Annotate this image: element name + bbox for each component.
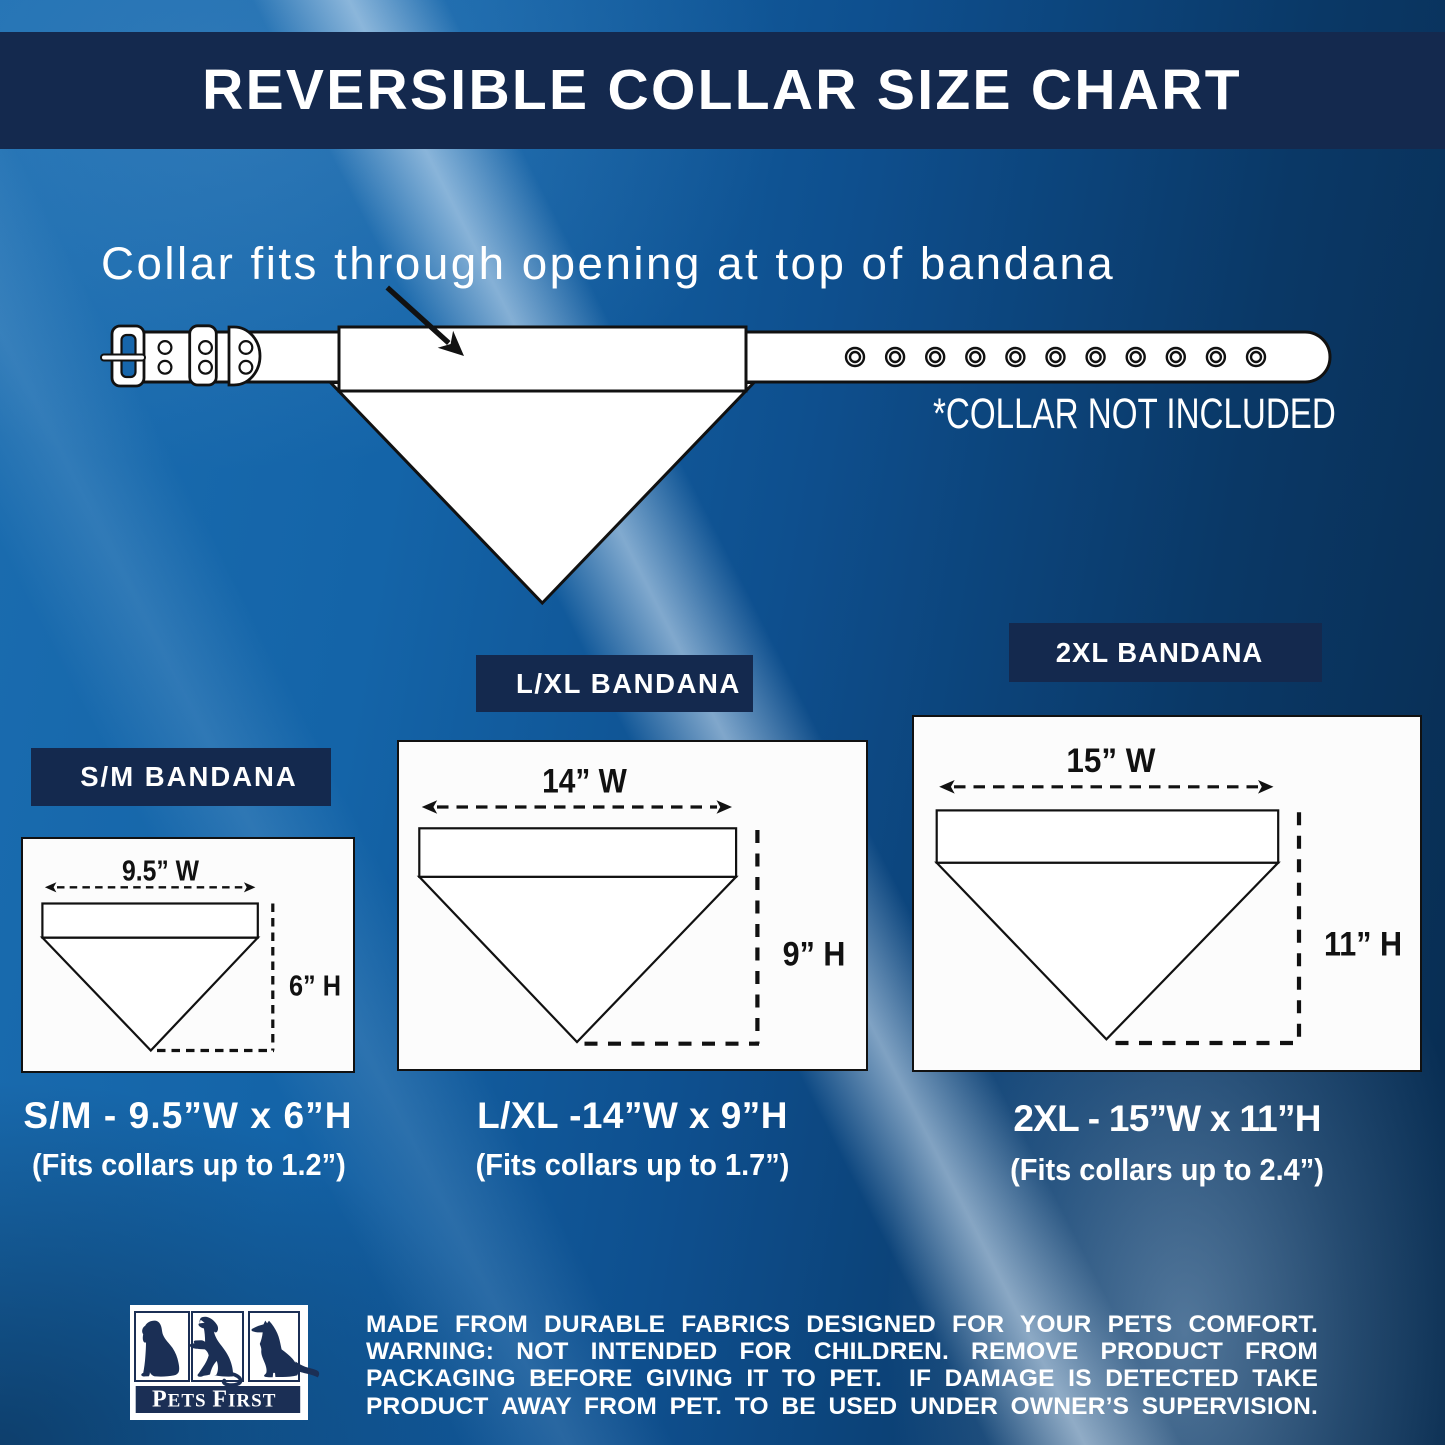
svg-text:15” W: 15” W [1066,742,1156,780]
svg-text:6” H: 6” H [289,971,341,1003]
svg-text:11” H: 11” H [1324,926,1402,964]
svg-text:PETS FIRST: PETS FIRST [152,1387,276,1413]
svg-text:9.5” W: 9.5” W [122,855,200,887]
svg-text:9” H: 9” H [783,936,846,974]
svg-text:14” W: 14” W [542,763,627,801]
